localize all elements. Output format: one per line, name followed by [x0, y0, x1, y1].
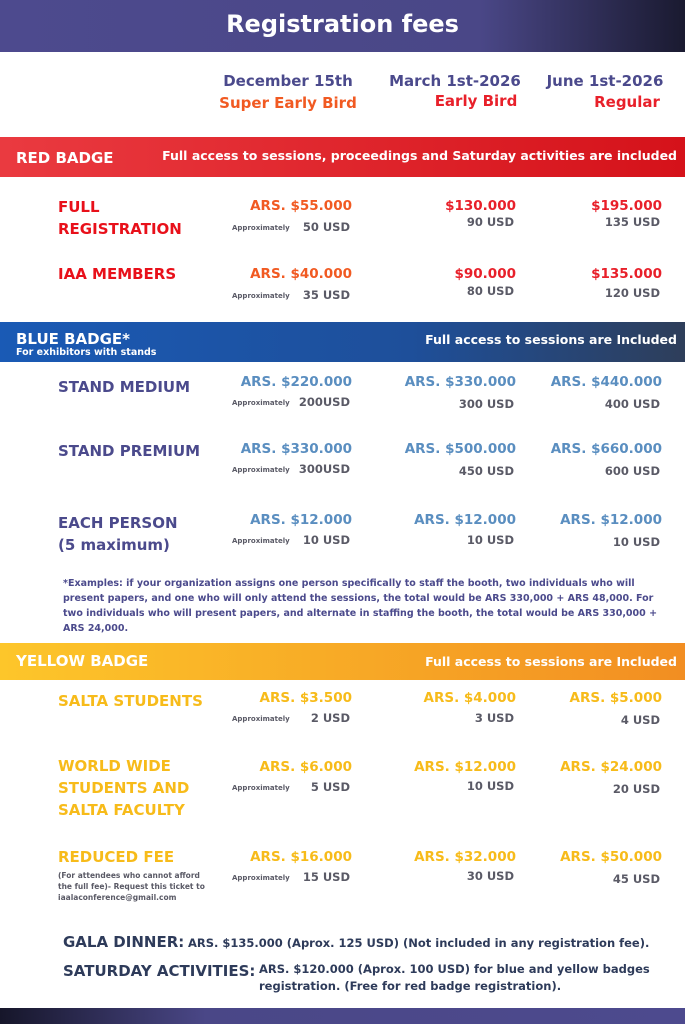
usd-cell: 10 USD: [466, 779, 514, 793]
blue-badge-band: [0, 322, 685, 362]
usd-cell: 20 USD: [612, 782, 660, 796]
blue-badge-title: BLUE BADGE*: [16, 330, 131, 348]
price-cell: ARS. $12.000: [250, 512, 352, 528]
row-sublabel: the full fee)- Request this ticket to: [58, 882, 205, 891]
yellow-badge-note: Full access to sessions are Included: [425, 654, 677, 669]
row-sublabel: (For attendees who cannot afford: [58, 871, 200, 880]
footer-bar: [0, 1008, 685, 1024]
price-cell: ARS. $50.000: [560, 849, 662, 865]
gala-dinner-text: ARS. $135.000 (Aprox. 125 USD) (Not incl…: [188, 936, 650, 950]
price-cell: ARS. $32.000: [414, 849, 516, 865]
page-title: Registration fees: [226, 10, 459, 38]
approx-label: Approximately: [232, 715, 290, 723]
usd-cell: 10 USD: [612, 535, 660, 549]
red-badge-title: RED BADGE: [16, 149, 114, 167]
yellow-badge-band: [0, 643, 685, 680]
row-label: EACH PERSON: [58, 514, 178, 532]
row-label: (5 maximum): [58, 536, 170, 554]
usd-cell: 35 USD: [302, 288, 350, 302]
row-label: STAND MEDIUM: [58, 378, 191, 396]
price-cell: ARS. $660.000: [550, 441, 662, 457]
price-cell: ARS. $4.000: [423, 690, 517, 706]
row-label: REDUCED FEE: [58, 848, 175, 866]
usd-cell: 4 USD: [620, 713, 660, 727]
row-label: FULL: [58, 198, 100, 216]
usd-cell: 300 USD: [458, 397, 514, 411]
price-cell: $135.000: [591, 266, 662, 282]
gala-dinner-label: GALA DINNER:: [63, 933, 185, 951]
approx-label: Approximately: [232, 399, 290, 407]
red-badge-band: [0, 137, 685, 177]
column-phase-2: Early Bird: [434, 92, 518, 110]
usd-cell: 600 USD: [604, 464, 660, 478]
price-cell: ARS. $55.000: [250, 198, 352, 214]
price-cell: $90.000: [454, 266, 517, 282]
usd-cell: 50 USD: [302, 220, 350, 234]
usd-cell: 10 USD: [466, 533, 514, 547]
approx-label: Approximately: [232, 466, 290, 474]
usd-cell: 80 USD: [466, 284, 514, 298]
usd-cell: 30 USD: [466, 869, 514, 883]
column-phase-1: Super Early Bird: [219, 94, 357, 112]
price-cell: ARS. $330.000: [404, 374, 516, 390]
usd-cell: 120 USD: [604, 286, 660, 300]
usd-cell: 200USD: [298, 395, 350, 409]
price-cell: ARS. $16.000: [250, 849, 352, 865]
column-date-3: June 1st-2026: [546, 72, 664, 90]
row-label: IAA MEMBERS: [58, 265, 177, 283]
row-label: WORLD WIDE: [58, 757, 171, 775]
saturday-activities-text-1: ARS. $120.000 (Aprox. 100 USD) for blue …: [259, 962, 650, 976]
usd-cell: 3 USD: [474, 711, 514, 725]
price-cell: $130.000: [445, 198, 516, 214]
price-cell: ARS. $440.000: [550, 374, 662, 390]
column-phase-3: Regular: [594, 93, 660, 111]
price-cell: ARS. $3.500: [259, 690, 353, 706]
price-cell: ARS. $40.000: [250, 266, 352, 282]
blue-badge-subtitle: For exhibitors with stands: [16, 347, 157, 358]
title-bar: [0, 0, 685, 52]
price-cell: ARS. $220.000: [240, 374, 352, 390]
usd-cell: 400 USD: [604, 397, 660, 411]
price-cell: ARS. $6.000: [259, 759, 353, 775]
price-cell: ARS. $12.000: [414, 759, 516, 775]
red-badge-note: Full access to sessions, proceedings and…: [162, 148, 677, 163]
price-cell: ARS. $12.000: [560, 512, 662, 528]
row-label: STUDENTS AND: [58, 779, 190, 797]
blue-footnote: *Examples: if your organization assigns …: [63, 578, 658, 634]
blue-badge-note: Full access to sessions are Included: [425, 332, 677, 347]
row-label: SALTA FACULTY: [58, 801, 185, 819]
usd-cell: 450 USD: [458, 464, 514, 478]
row-label: STAND PREMIUM: [58, 442, 201, 460]
approx-label: Approximately: [232, 784, 290, 792]
usd-cell: 10 USD: [302, 533, 350, 547]
usd-cell: 135 USD: [604, 215, 660, 229]
row-sublabel: iaalaconference@gmail.com: [58, 893, 177, 902]
saturday-activities-label: SATURDAY ACTIVITIES:: [63, 962, 256, 980]
price-cell: ARS. $500.000: [404, 441, 516, 457]
price-cell: ARS. $5.000: [569, 690, 663, 706]
row-label: SALTA STUDENTS: [58, 692, 203, 710]
approx-label: Approximately: [232, 292, 290, 300]
saturday-activities-text-2: registration. (Free for red badge regist…: [259, 979, 562, 993]
column-date-2: March 1st-2026: [389, 72, 521, 90]
column-date-1: December 15th: [223, 72, 353, 90]
usd-cell: 15 USD: [302, 870, 350, 884]
price-cell: ARS. $12.000: [414, 512, 516, 528]
price-cell: ARS. $24.000: [560, 759, 662, 775]
price-cell: ARS. $330.000: [240, 441, 352, 457]
price-cell: $195.000: [591, 198, 662, 214]
approx-label: Approximately: [232, 874, 290, 882]
usd-cell: 300USD: [298, 462, 350, 476]
usd-cell: 2 USD: [310, 711, 350, 725]
usd-cell: 45 USD: [612, 872, 660, 886]
usd-cell: 5 USD: [310, 780, 350, 794]
usd-cell: 90 USD: [466, 215, 514, 229]
approx-label: Approximately: [232, 537, 290, 545]
row-label: REGISTRATION: [58, 220, 182, 238]
approx-label: Approximately: [232, 224, 290, 232]
yellow-badge-title: YELLOW BADGE: [16, 652, 149, 670]
